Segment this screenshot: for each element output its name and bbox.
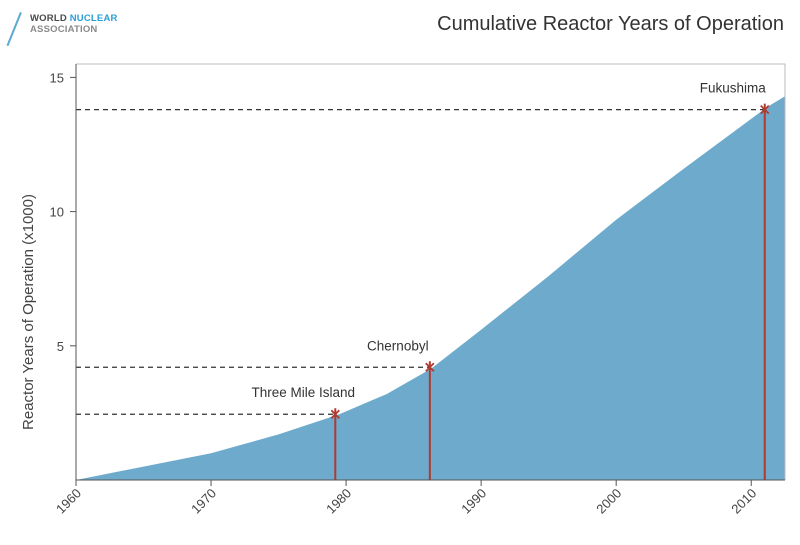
x-tick-label: 2000 xyxy=(593,486,624,517)
guide-layer xyxy=(76,103,770,480)
event-label: Chernobyl xyxy=(367,338,429,353)
y-axis-label: Reactor Years of Operation (x1000) xyxy=(20,194,37,430)
event-label: Three Mile Island xyxy=(252,385,356,400)
x-tick-label: 1990 xyxy=(458,486,489,517)
event-marker-cross-icon xyxy=(760,104,770,115)
x-tick-label: 1980 xyxy=(323,486,354,517)
x-tick-label: 1960 xyxy=(53,486,84,517)
logo-word-nuclear: NUCLEAR xyxy=(69,13,118,24)
series-area xyxy=(76,96,785,480)
event-marker-cross-icon xyxy=(425,362,435,372)
y-tick-label: 10 xyxy=(50,205,64,220)
label-layer: Three Mile Island Chernobyl Fukushima xyxy=(252,81,767,401)
x-tick-label: 1970 xyxy=(188,486,219,517)
area-layer xyxy=(76,96,785,480)
logo-word-world: WORLD xyxy=(30,13,67,24)
chart-title: Cumulative Reactor Years of Operation xyxy=(437,13,784,35)
logo-line-1: WORLD NUCLEAR xyxy=(30,13,118,24)
logo-line-2: ASSOCIATION xyxy=(30,24,98,35)
y-tick-label: 15 xyxy=(50,70,64,85)
event-marker-cross-icon xyxy=(330,409,340,419)
event-label: Fukushima xyxy=(700,81,767,96)
plot-frame xyxy=(76,63,786,480)
x-tick-label: 2010 xyxy=(728,486,759,517)
logo: WORLD NUCLEAR ASSOCIATION xyxy=(6,10,134,50)
y-tick-label: 5 xyxy=(57,339,64,354)
